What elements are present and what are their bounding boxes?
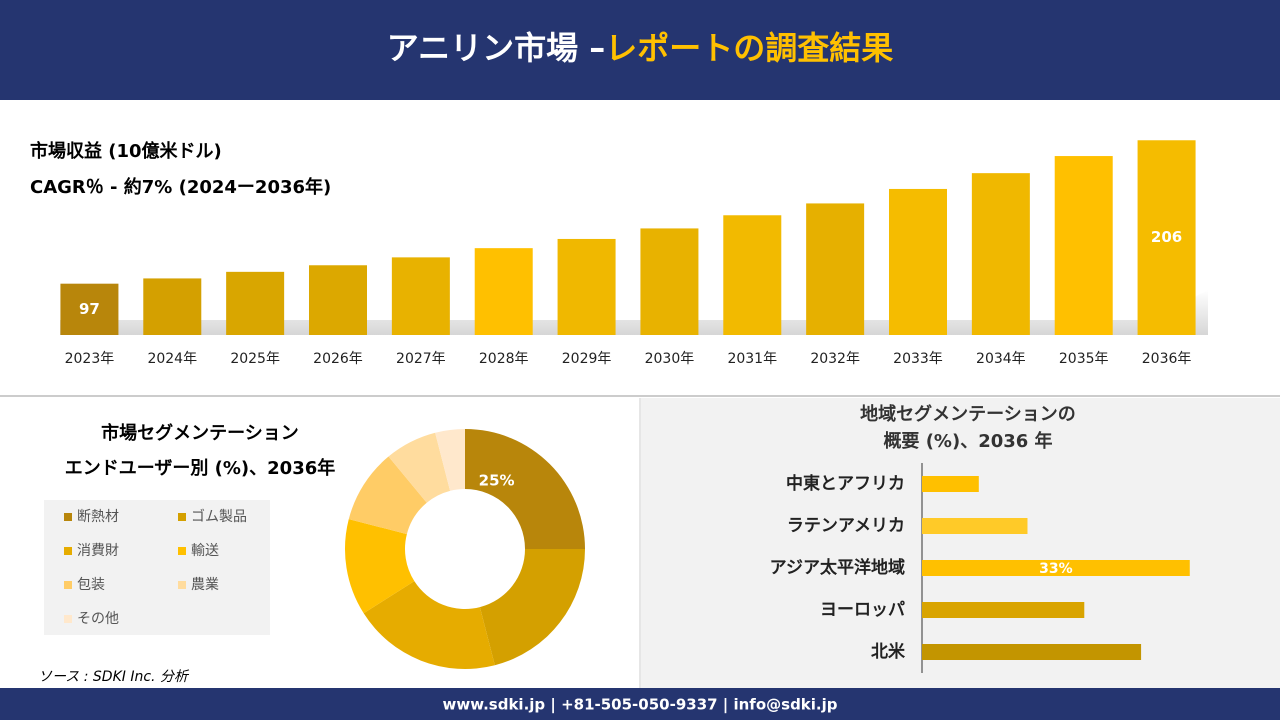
legend-label: 断熱材 xyxy=(77,509,119,525)
y-tick-label: 中東とアフリカ xyxy=(786,473,905,494)
bar xyxy=(557,238,616,335)
y-tick-label: 北米 xyxy=(871,641,906,662)
x-tick-label: 2034年 xyxy=(976,351,1026,367)
legend-label: 農業 xyxy=(191,577,219,593)
donut-segment xyxy=(479,549,585,666)
x-tick-label: 2030年 xyxy=(645,351,695,367)
donut-segment xyxy=(388,432,451,503)
chart-subtitle: CAGR％ - 約7% (2024ー2036年) xyxy=(30,176,331,198)
header-title: アニリン市場 –レポートの調査結果 xyxy=(387,29,894,67)
bar xyxy=(309,265,367,335)
chart-title: 市場セグメンテーション xyxy=(101,422,299,444)
legend-box xyxy=(44,500,270,635)
bar xyxy=(922,476,979,492)
x-tick-label: 2027年 xyxy=(396,351,446,367)
bar xyxy=(889,188,947,335)
legend-swatch xyxy=(178,547,186,555)
donut-segment xyxy=(465,429,585,549)
x-tick-label: 2029年 xyxy=(562,351,612,367)
title-main: アニリン市場 – xyxy=(387,29,606,67)
x-tick-label: 2023年 xyxy=(65,351,115,367)
bar xyxy=(391,257,450,335)
footer-bg xyxy=(0,688,1280,720)
title-accent: レポートの調査結果 xyxy=(605,29,893,67)
legend-label: 輸送 xyxy=(191,543,219,559)
chart-title: 概要 (%)、2036 年 xyxy=(883,430,1052,452)
legend-swatch xyxy=(64,615,72,623)
chart-title: 地域セグメンテーションの xyxy=(860,403,1076,425)
bar xyxy=(806,203,865,335)
legend-label: ゴム製品 xyxy=(191,508,247,525)
bar xyxy=(922,560,1190,576)
x-tick-label: 2036年 xyxy=(1142,351,1192,367)
y-tick-label: ヨーロッパ xyxy=(820,600,905,620)
data-label: 97 xyxy=(79,300,100,318)
legend-swatch xyxy=(178,581,186,589)
x-tick-label: 2025年 xyxy=(230,351,280,367)
bar xyxy=(60,283,119,335)
donut-segment xyxy=(345,519,415,614)
bar xyxy=(640,228,699,335)
bar xyxy=(1137,140,1196,335)
legend-swatch xyxy=(64,513,72,521)
bar xyxy=(922,602,1085,618)
y-tick-label: ラテンアメリカ xyxy=(787,516,905,536)
chart-title: エンドユーザー別 (%)、2036年 xyxy=(65,457,336,479)
legend-label: 消費財 xyxy=(77,543,119,559)
data-label: 33% xyxy=(1039,561,1073,577)
bar xyxy=(143,278,202,335)
data-label: 206 xyxy=(1151,228,1182,246)
x-tick-label: 2026年 xyxy=(313,351,363,367)
x-tick-label: 2031年 xyxy=(727,351,777,367)
bar xyxy=(922,518,1028,534)
legend-label: 包装 xyxy=(77,577,105,593)
bar xyxy=(226,271,285,335)
x-tick-label: 2024年 xyxy=(147,351,197,367)
bar xyxy=(723,215,782,335)
region-panel xyxy=(641,398,1280,688)
legend-label: その他 xyxy=(77,611,119,627)
data-label: 25% xyxy=(479,471,515,489)
legend-swatch xyxy=(64,581,72,589)
x-tick-label: 2032年 xyxy=(810,351,860,367)
bar xyxy=(971,173,1030,335)
x-tick-label: 2033年 xyxy=(893,351,943,367)
y-tick-label: アジア太平洋地域 xyxy=(770,557,905,578)
x-tick-label: 2028年 xyxy=(479,351,529,367)
chart-title: 市場収益 (10億米ドル) xyxy=(30,140,222,162)
footer: www.sdki.jp | +81-505-050-9337 | info@sd… xyxy=(442,696,837,715)
source: ソース : SDKI Inc. 分析 xyxy=(38,669,190,685)
bar xyxy=(474,248,533,335)
donut-segment xyxy=(435,429,465,491)
x-tick-label: 2035年 xyxy=(1059,351,1109,367)
bar xyxy=(922,644,1142,660)
donut-segment xyxy=(363,581,495,669)
header-bg xyxy=(0,0,1280,100)
legend-swatch xyxy=(178,513,186,521)
legend-swatch xyxy=(64,547,72,555)
bar xyxy=(1054,156,1113,335)
donut-segment xyxy=(348,456,427,535)
